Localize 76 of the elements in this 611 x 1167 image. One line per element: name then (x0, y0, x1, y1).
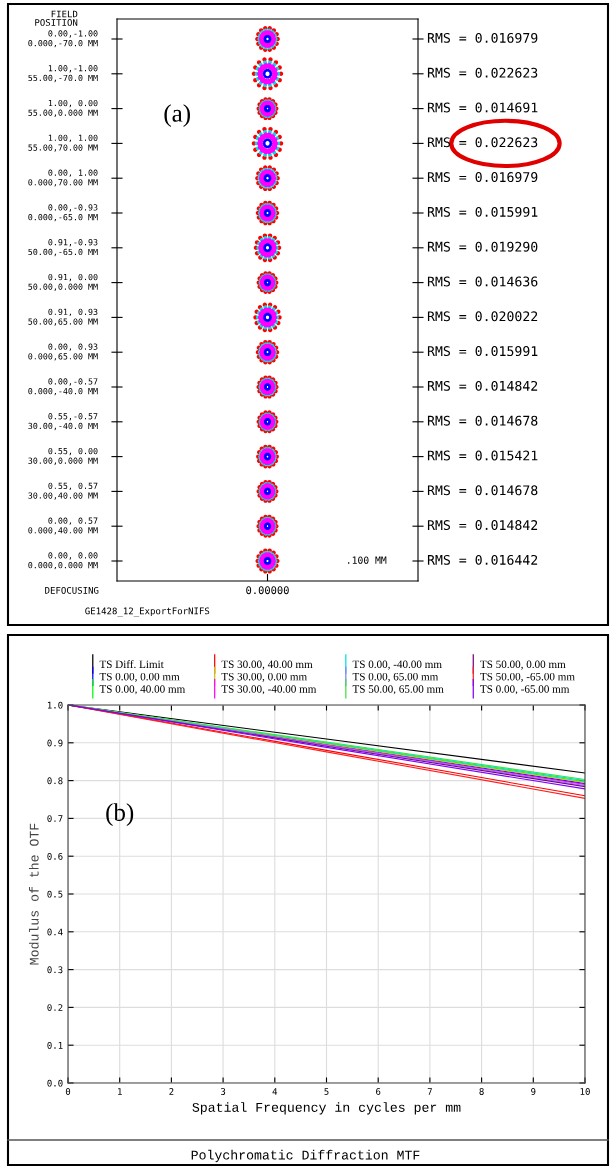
x-tick-label: 0 (65, 1088, 71, 1095)
y-tick-label: 0.1 (47, 1041, 63, 1049)
legend-label: TS 50.00, -65.00 mm (480, 672, 575, 682)
category-label: 0.91,-0.93 50.00,-65.0 MM (28, 239, 98, 257)
y-tick-label: 0.3 (47, 966, 63, 974)
legend-label: TS 0.00, 0.00 mm (99, 672, 180, 682)
category-label: 0.00, 0.57 0.000,40.00 MM (28, 517, 98, 535)
data-label: RMS = 0.015991 (427, 206, 538, 217)
legend-label: TS 0.00, 40.00 mm (99, 685, 186, 695)
y-tick-label: 0.6 (47, 852, 63, 860)
legend-label: TS 30.00, -40.00 mm (221, 685, 317, 695)
x-axis-title: Spatial Frequency in cycles per mm (192, 1102, 461, 1115)
data-label: RMS = 0.016979 (427, 32, 538, 43)
legend-label: TS 50.00, 0.00 mm (480, 660, 566, 670)
y-axis-title: Modulus of the OTF (28, 823, 39, 965)
data-label: RMS = 0.014678 (427, 415, 538, 426)
legend-label: TS 50.00, 65.00 mm (352, 685, 444, 695)
legend-label: TS 30.00, 0.00 mm (221, 672, 307, 682)
category-label: 0.55,-0.57 30.00,-40.0 MM (28, 413, 98, 431)
text: DEFOCUSING (45, 586, 99, 594)
x-tick-label: 7 (427, 1088, 432, 1095)
category-label: 0.55, 0.57 30.00,40.00 MM (28, 482, 98, 500)
data-label: RMS = 0.014842 (427, 380, 538, 391)
text: .100 MM (348, 556, 387, 564)
data-label: RMS = 0.016442 (427, 554, 538, 565)
category-label: 1.00, 1.00 55.00,70.00 MM (28, 134, 98, 152)
x-tick-label: 9 (531, 1088, 536, 1095)
category-label: 0.00, 0.00 0.000,0.000 MM (28, 552, 98, 570)
text: FIELD POSITION (35, 10, 78, 26)
category-label: 0.00,-0.57 0.000,-40.0 MM (28, 378, 98, 396)
x-tick-label: 1 (118, 1088, 122, 1095)
data-label: RMS = 0.014691 (427, 102, 538, 113)
category-label: 1.00,-1.00 55.00,-70.0 MM (28, 65, 98, 83)
data-label: RMS = 0.016979 (427, 172, 538, 183)
category-label: 0.00,-0.93 0.000,-65.0 MM (28, 204, 98, 222)
y-tick-label: 0.8 (47, 777, 63, 785)
legend-label: TS 30.00, 40.00 mm (221, 660, 313, 670)
legend-label: TS 0.00, -40.00 mm (352, 660, 442, 670)
y-tick-label: 0.5 (47, 890, 63, 898)
text: (a) (164, 104, 190, 127)
x-tick-label: 2 (169, 1088, 174, 1095)
category-label: 0.00, 0.93 0.000,65.00 MM (28, 343, 98, 361)
x-tick-label: 6 (376, 1088, 381, 1095)
text: 0.00000 (246, 586, 289, 595)
data-label: RMS = 0.022623 (427, 67, 538, 78)
legend-label: TS 0.00, 65.00 mm (352, 672, 439, 682)
category-label: 0.00,-1.00 0.000,-70.0 MM (28, 30, 98, 48)
x-tick-label: 8 (479, 1088, 484, 1095)
y-tick-label: 0.7 (47, 815, 63, 822)
category-label: 0.91, 0.93 50.00,65.00 MM (28, 308, 98, 326)
y-tick-label: 1.0 (47, 701, 63, 709)
x-tick-label: 4 (272, 1088, 278, 1095)
legend-label: TS Diff. Limit (99, 660, 164, 669)
category-label: 0.55, 0.00 30.00,0.000 MM (28, 447, 98, 465)
text: GE1428_12_ExportForNIFS (85, 607, 210, 617)
category-label: 1.00, 0.00 55.00,0.000 MM (28, 99, 98, 117)
category-label: 0.00, 1.00 0.000,70.00 MM (28, 169, 98, 187)
y-tick-label: 0.2 (47, 1004, 63, 1011)
y-tick-label: 0.4 (47, 928, 63, 936)
data-label: RMS = 0.015991 (427, 346, 538, 357)
data-label: RMS = 0.015421 (427, 450, 538, 461)
data-label: RMS = 0.020022 (427, 311, 538, 322)
legend-label: TS 0.00, -65.00 mm (480, 685, 570, 695)
text: Polychromatic Diffraction MTF (191, 1149, 420, 1163)
data-label: RMS = 0.022623 (427, 137, 538, 148)
annotation: (b) (106, 803, 134, 826)
data-label: RMS = 0.019290 (427, 241, 538, 252)
x-tick-label: 3 (220, 1088, 226, 1095)
y-tick-label: 0.0 (47, 1079, 63, 1087)
x-tick-label: 10 (580, 1088, 590, 1095)
data-label: RMS = 0.014842 (427, 520, 538, 531)
category-label: 0.91, 0.00 50.00,0.000 MM (28, 273, 98, 291)
x-tick-label: 5 (324, 1088, 329, 1095)
y-tick-label: 0.9 (47, 739, 63, 747)
data-label: RMS = 0.014678 (427, 485, 538, 496)
data-label: RMS = 0.014636 (427, 276, 538, 287)
